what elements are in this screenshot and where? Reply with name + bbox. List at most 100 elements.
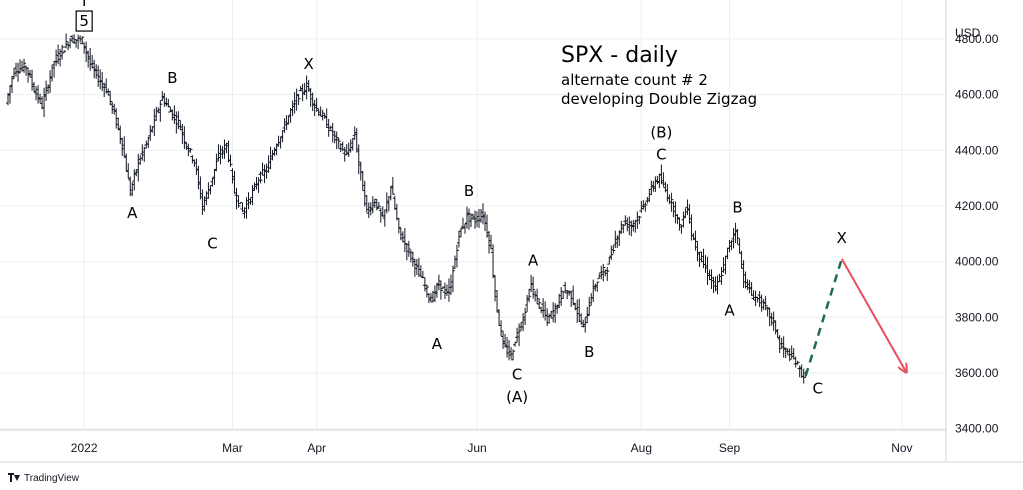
ohlc-bar: [326, 118, 331, 137]
ohlc-bar: [376, 201, 381, 209]
ohlc-bar: [609, 245, 614, 260]
tradingview-brand-label: TradingView: [24, 473, 80, 484]
time-tick-label: Nov: [891, 441, 912, 455]
price-tick-label: 4800.00: [955, 32, 999, 46]
price-tick-label: 3600.00: [955, 366, 999, 380]
wave-projection: [804, 258, 906, 377]
ohlc-bar: [595, 281, 600, 292]
tradingview-logo-icon[interactable]: [8, 473, 20, 482]
wave-label: A: [724, 301, 735, 319]
time-tick-label: Mar: [222, 441, 243, 455]
ohlc-bar: [517, 323, 522, 347]
wave-label: B: [732, 199, 742, 217]
ohlc-bar: [238, 201, 243, 204]
ohlc-bar: [771, 311, 776, 331]
ohlc-bar: [250, 184, 255, 206]
ohlc-bar: [420, 270, 425, 279]
chart-title: SPX - daily: [561, 43, 678, 68]
ohlc-bar: [188, 147, 193, 153]
ohlc-bar: [719, 266, 724, 285]
ohlc-bar: [334, 131, 339, 150]
ohlc-bar: [80, 36, 85, 45]
chart-subtitle-line-1: alternate count # 2: [561, 71, 708, 89]
ohlc-bar: [450, 265, 455, 293]
ohlc-bar: [390, 176, 395, 195]
wave-label: I: [82, 0, 86, 10]
time-tick-label: Sep: [719, 441, 741, 455]
ohlc-bar: [527, 288, 532, 303]
ohlc-bar: [438, 280, 443, 300]
price-bars: [6, 33, 808, 384]
ohlc-bar: [406, 240, 411, 257]
wave-label: C: [207, 235, 217, 253]
ohlc-bar: [787, 348, 792, 362]
ohlc-bar: [637, 215, 642, 225]
ohlc-bar: [537, 298, 542, 310]
wave-label: B: [167, 69, 177, 87]
ohlc-bar: [296, 93, 301, 105]
price-tick-label: 4600.00: [955, 88, 999, 102]
ohlc-bar: [523, 307, 528, 325]
time-tick-label: Aug: [631, 441, 652, 455]
ohlc-bar: [158, 100, 163, 122]
wave-label: C: [512, 366, 522, 384]
ohlc-bar: [611, 245, 616, 254]
ohlc-bar: [605, 266, 610, 282]
ohlc-bar: [643, 202, 648, 212]
wave-label: A: [528, 251, 539, 269]
ohlc-bar: [320, 109, 325, 121]
ohlc-bar: [228, 154, 233, 167]
price-tick-label: 3800.00: [955, 310, 999, 324]
ohlc-bar: [559, 287, 564, 306]
wave-label-box: [75, 10, 93, 32]
wave-label: (B): [650, 123, 672, 141]
ohlc-bar: [735, 228, 740, 245]
ohlc-bar: [314, 97, 319, 112]
price-tick-label: 4000.00: [955, 255, 999, 269]
wave-label: C: [656, 146, 666, 164]
wave-label: B: [464, 182, 474, 200]
time-axis[interactable]: 2022 Mar Apr Jun Aug Sep Nov: [71, 441, 913, 455]
wave-label: B: [584, 343, 594, 361]
time-tick-label: 2022: [71, 441, 98, 455]
wave-label: A: [127, 204, 138, 222]
ohlc-bar: [424, 284, 429, 298]
ohlc-bar: [763, 296, 768, 311]
ohlc-bar: [601, 263, 606, 282]
price-tick-label: 4400.00: [955, 143, 999, 157]
ohlc-bar: [513, 341, 518, 347]
wave-label: (A): [506, 388, 528, 406]
projected-decline-arrow: [840, 258, 906, 372]
ohlc-bar: [166, 98, 171, 108]
ohlc-bar: [258, 171, 263, 184]
wave-labels: I 5 A B C X B A C (A) A B (B) C B A C X: [75, 0, 847, 406]
chart-subtitle-line-2: developing Double Zigzag: [561, 90, 757, 108]
ohlc-bar: [176, 111, 181, 130]
time-tick-label: Apr: [307, 441, 326, 455]
wave-label: 5: [79, 12, 89, 30]
ohlc-bar: [669, 192, 674, 212]
price-tick-label: 4200.00: [955, 199, 999, 213]
price-tick-label: 3400.00: [955, 422, 999, 436]
ohlc-bar: [60, 44, 65, 60]
ohlc-bar: [236, 195, 241, 208]
price-axis[interactable]: 4800.00 4600.00 4400.00 4200.00 4000.00 3800.…: [955, 32, 999, 436]
ohlc-bar: [795, 360, 800, 365]
ohlc-bar: [587, 296, 592, 317]
ohlc-bar: [454, 244, 459, 268]
time-tick-label: Jun: [467, 441, 486, 455]
projected-x-wave-dashed-line: [804, 258, 843, 377]
wave-label: C: [812, 379, 822, 397]
ohlc-bar: [22, 58, 27, 73]
currency-label: USD: [955, 26, 981, 40]
ohlc-bar: [511, 349, 516, 361]
ohlc-bar: [64, 33, 69, 49]
wave-label: X: [304, 55, 314, 73]
grid-lines: [0, 0, 946, 430]
ohlc-bar: [336, 137, 341, 149]
wave-label: X: [837, 229, 847, 247]
ohlc-bar: [108, 90, 113, 106]
wave-label: A: [432, 335, 443, 353]
